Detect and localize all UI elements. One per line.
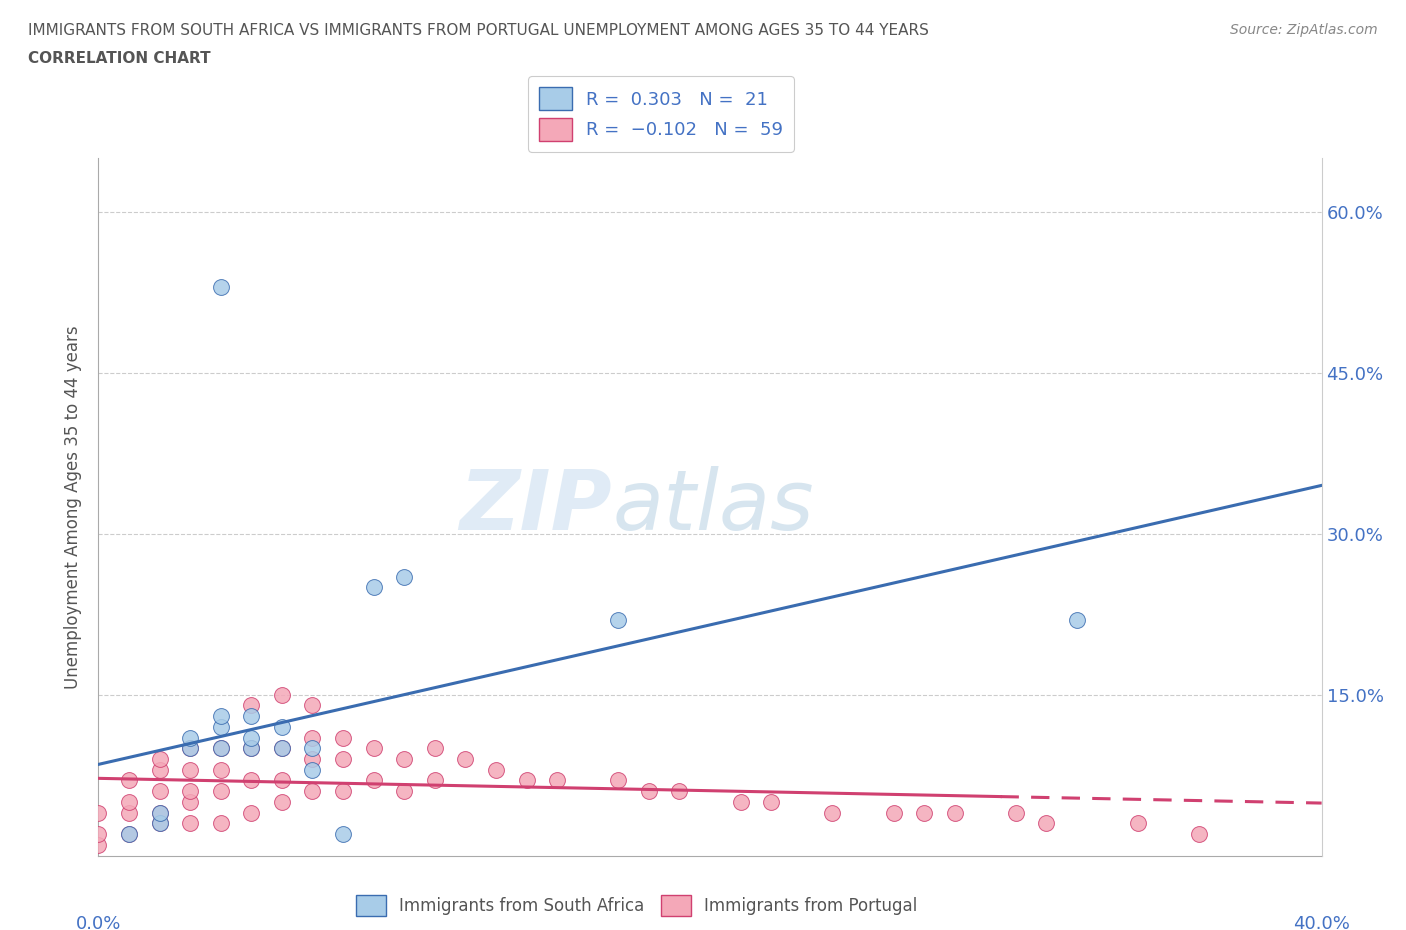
- Point: [179, 816, 201, 830]
- Point: [392, 751, 416, 766]
- Point: [118, 827, 141, 842]
- Point: [179, 741, 201, 756]
- Point: [179, 730, 201, 745]
- Point: [1035, 816, 1057, 830]
- Point: [209, 709, 232, 724]
- Text: 40.0%: 40.0%: [1294, 914, 1350, 930]
- Point: [118, 827, 141, 842]
- Point: [270, 794, 292, 809]
- Point: [209, 763, 232, 777]
- Point: [87, 837, 110, 852]
- Point: [270, 741, 292, 756]
- Point: [209, 279, 232, 294]
- Point: [392, 569, 416, 584]
- Point: [149, 805, 172, 820]
- Point: [332, 730, 354, 745]
- Point: [1066, 612, 1088, 627]
- Point: [607, 612, 630, 627]
- Point: [363, 741, 385, 756]
- Point: [118, 773, 141, 788]
- Point: [301, 763, 323, 777]
- Point: [363, 580, 385, 595]
- Point: [118, 794, 141, 809]
- Point: [240, 805, 263, 820]
- Text: ZIP: ZIP: [460, 466, 612, 548]
- Point: [301, 741, 323, 756]
- Point: [179, 794, 201, 809]
- Point: [209, 741, 232, 756]
- Point: [209, 816, 232, 830]
- Point: [943, 805, 966, 820]
- Point: [149, 784, 172, 799]
- Point: [179, 784, 201, 799]
- Text: CORRELATION CHART: CORRELATION CHART: [28, 51, 211, 66]
- Point: [240, 773, 263, 788]
- Point: [454, 751, 477, 766]
- Point: [485, 763, 508, 777]
- Point: [363, 773, 385, 788]
- Text: Source: ZipAtlas.com: Source: ZipAtlas.com: [1230, 23, 1378, 37]
- Point: [270, 687, 292, 702]
- Point: [149, 751, 172, 766]
- Point: [759, 794, 782, 809]
- Point: [821, 805, 844, 820]
- Point: [209, 720, 232, 735]
- Point: [240, 730, 263, 745]
- Point: [1004, 805, 1026, 820]
- Point: [240, 741, 263, 756]
- Point: [423, 773, 446, 788]
- Point: [883, 805, 905, 820]
- Point: [270, 741, 292, 756]
- Point: [607, 773, 630, 788]
- Point: [1128, 816, 1150, 830]
- Point: [87, 827, 110, 842]
- Point: [179, 741, 201, 756]
- Point: [149, 763, 172, 777]
- Legend: Immigrants from South Africa, Immigrants from Portugal: Immigrants from South Africa, Immigrants…: [347, 887, 927, 924]
- Point: [392, 784, 416, 799]
- Point: [149, 816, 172, 830]
- Point: [240, 741, 263, 756]
- Point: [546, 773, 568, 788]
- Point: [301, 751, 323, 766]
- Point: [668, 784, 690, 799]
- Point: [301, 698, 323, 712]
- Point: [301, 730, 323, 745]
- Point: [332, 827, 354, 842]
- Point: [423, 741, 446, 756]
- Text: 0.0%: 0.0%: [76, 914, 121, 930]
- Point: [301, 784, 323, 799]
- Point: [209, 784, 232, 799]
- Point: [637, 784, 661, 799]
- Point: [209, 741, 232, 756]
- Point: [332, 784, 354, 799]
- Point: [240, 698, 263, 712]
- Point: [87, 805, 110, 820]
- Text: atlas: atlas: [612, 466, 814, 548]
- Point: [270, 720, 292, 735]
- Point: [270, 773, 292, 788]
- Y-axis label: Unemployment Among Ages 35 to 44 years: Unemployment Among Ages 35 to 44 years: [65, 326, 83, 688]
- Point: [730, 794, 752, 809]
- Point: [149, 816, 172, 830]
- Point: [179, 763, 201, 777]
- Text: IMMIGRANTS FROM SOUTH AFRICA VS IMMIGRANTS FROM PORTUGAL UNEMPLOYMENT AMONG AGES: IMMIGRANTS FROM SOUTH AFRICA VS IMMIGRAN…: [28, 23, 929, 38]
- Point: [516, 773, 538, 788]
- Point: [149, 805, 172, 820]
- Point: [912, 805, 935, 820]
- Point: [332, 751, 354, 766]
- Point: [118, 805, 141, 820]
- Point: [240, 709, 263, 724]
- Point: [1188, 827, 1211, 842]
